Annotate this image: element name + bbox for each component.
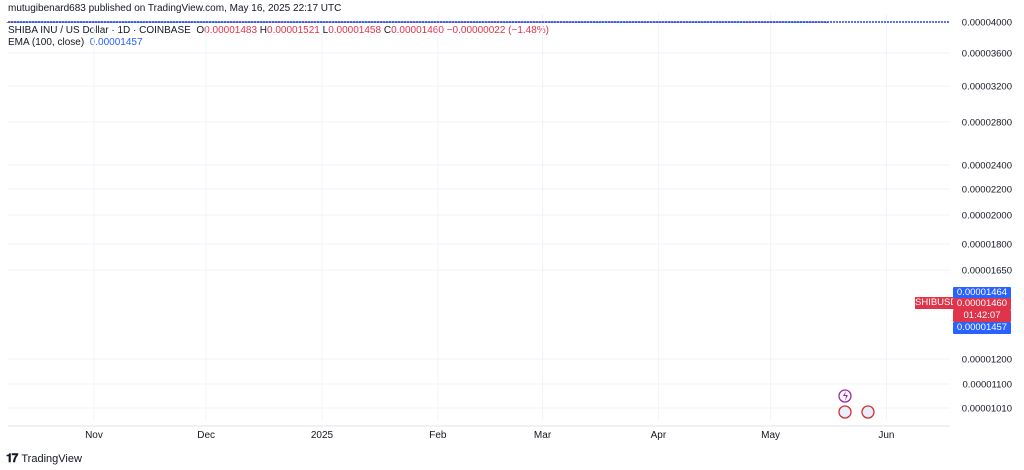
x-tick-label: Dec bbox=[197, 430, 215, 441]
low-value: 0.00001458 bbox=[328, 25, 382, 36]
symbol-name: SHIBA INU / US Dollar · 1D · COINBASE bbox=[8, 25, 191, 36]
low-label: L bbox=[322, 25, 329, 36]
brand-name: TradingView bbox=[21, 452, 82, 465]
price-tag-upper: 0.00001464 bbox=[953, 287, 1011, 299]
x-tick-label: Mar bbox=[534, 430, 552, 441]
publisher-line: mutugibenard683 published on TradingView… bbox=[8, 3, 342, 14]
open-value: 0.00001483 bbox=[204, 25, 258, 36]
ema-value: 0.00001457 bbox=[89, 37, 143, 48]
price-tag-ema: 0.00001457 bbox=[953, 322, 1011, 334]
footer-brand[interactable]: 𝟏𝟕 TradingView bbox=[6, 451, 82, 466]
y-tick-label: 0.00004000 bbox=[962, 18, 1012, 29]
us-flag-icon[interactable] bbox=[861, 405, 875, 419]
x-tick-label: 2025 bbox=[311, 430, 334, 441]
x-tick-label: Jun bbox=[878, 430, 894, 441]
x-tick-label: Apr bbox=[651, 430, 667, 441]
ohlc-legend: SHIBA INU / US Dollar · 1D · COINBASE O0… bbox=[8, 25, 549, 36]
ema-legend: EMA (100, close) 0.00001457 bbox=[8, 37, 143, 48]
high-label: H bbox=[259, 25, 268, 36]
y-axis-labels: 0.00004000 0.00003600 0.00003200 0.00002800… bbox=[962, 18, 1012, 415]
price-tag-current: 0.00001460 bbox=[953, 298, 1011, 310]
tradingview-logo-icon: 𝟏𝟕 bbox=[6, 451, 18, 465]
y-tick-label: 0.00001010 bbox=[962, 404, 1012, 415]
y-tick-label: 0.00002200 bbox=[962, 185, 1012, 196]
x-axis-labels: Nov Dec 2025 Feb Mar Apr May Jun bbox=[85, 430, 894, 441]
event-markers[interactable] bbox=[838, 389, 875, 419]
close-value: 0.00001460 bbox=[391, 25, 444, 36]
y-tick-label: 0.00003600 bbox=[962, 49, 1012, 60]
ema-label: EMA (100, close) bbox=[8, 37, 85, 48]
x-tick-label: Feb bbox=[429, 430, 447, 441]
y-tick-label: 0.00002000 bbox=[962, 211, 1012, 222]
us-flag-icon[interactable] bbox=[838, 405, 852, 419]
x-tick-label: May bbox=[761, 430, 780, 441]
lightning-glyph bbox=[843, 391, 848, 401]
open-label: O bbox=[196, 25, 205, 36]
change-value: −0.00000022 (−1.48%) bbox=[446, 25, 550, 36]
grid-lines bbox=[8, 14, 950, 427]
y-tick-label: 0.00001800 bbox=[962, 240, 1012, 251]
y-tick-label: 0.00003200 bbox=[962, 82, 1012, 93]
symbol-tag: SHIBUSD bbox=[915, 297, 958, 309]
y-tick-label: 0.00001200 bbox=[962, 355, 1012, 366]
y-tick-label: 0.00001100 bbox=[963, 380, 1013, 391]
y-tick-label: 0.00001650 bbox=[962, 266, 1012, 277]
price-tag-countdown: 01:42:07 bbox=[953, 310, 1011, 322]
y-tick-label: 0.00002400 bbox=[962, 161, 1012, 172]
y-tick-label: 0.00002800 bbox=[962, 118, 1012, 129]
x-tick-label: Nov bbox=[85, 430, 103, 441]
candle-body bbox=[825, 22, 829, 23]
high-value: 0.00001521 bbox=[267, 25, 320, 36]
close-label: C bbox=[383, 25, 392, 36]
